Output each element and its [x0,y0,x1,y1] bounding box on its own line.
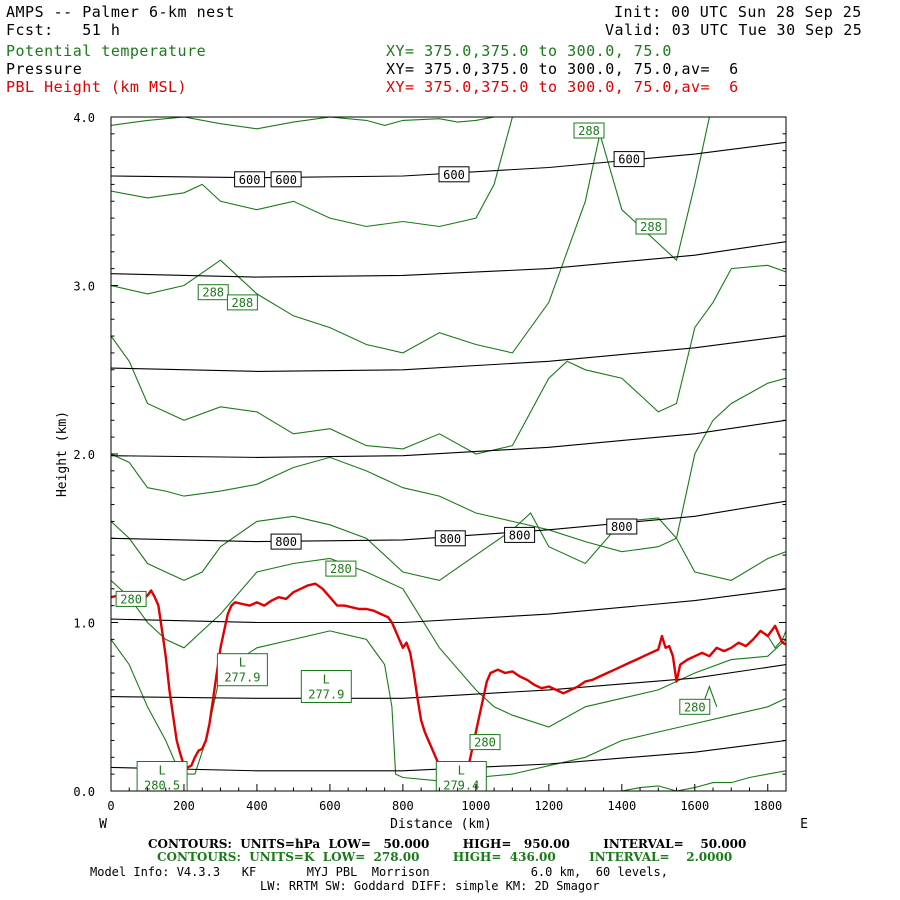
pressure-label-600-1: 600 [275,173,297,187]
theta-contour-0 [111,117,506,130]
theta-label-5: 280 [120,592,142,606]
theta-label-0-box [573,122,605,139]
pressure-label-600-0: 600 [239,173,261,187]
pressure-label-600-1-box [270,171,302,188]
east-label: E [800,817,808,832]
pressure-label-800-3: 800 [611,520,633,534]
theta-label-1: 288 [640,220,662,234]
theta-contour-2 [111,117,710,354]
theta-contour-10 [621,770,786,791]
pressure-label-800-2: 800 [509,528,531,542]
footer-theta-contours: CONTOURS: UNITS=K LOW= 278.00 HIGH= 436.… [157,850,733,864]
pressure-label-800-1: 800 [439,532,461,546]
low-label-1-box [300,670,352,703]
theta-label-3: 288 [232,296,254,310]
legend-pbl-name: PBL Height (km MSL) [6,78,188,96]
theta-label-2: 288 [202,286,224,300]
pressure-contour-600 [111,141,786,179]
legend-pressure-xy: XY= 375.0,375.0 to 300.0, 75.0,av= 6 [386,60,739,78]
low-label-0-value: 277.9 [224,671,260,685]
pressure-label-600-2: 600 [443,168,465,182]
pressure-label-800-3-box [606,518,638,535]
legend-theta-name: Potential temperature [6,42,207,60]
theta-label-1-box [635,218,667,235]
x-tick-label-400: 400 [246,799,268,813]
low-label-3-letter: L [458,764,465,778]
y-tick-label-0.0: 0.0 [73,785,95,799]
init-time: Init: 00 UTC Sun 28 Sep 25 [614,3,862,21]
theta-contour-5 [111,512,786,582]
pressure-label-600-2-box [438,166,470,183]
theta-label-2-box [197,284,229,301]
theta-label-5-box [115,590,147,607]
footer-pressure-contours: CONTOURS: UNITS=hPa LOW= 50.000 HIGH= 95… [148,837,747,851]
x-tick-label-200: 200 [173,799,195,813]
low-label-2-box [136,761,188,791]
pressure-contour-850 [111,588,786,624]
theta-label-7-box [679,698,711,715]
y-tick-label-1.0: 1.0 [73,617,95,631]
theta-contour-6 [111,557,786,728]
y-tick-label-4.0: 4.0 [73,111,95,125]
pressure-label-600-3: 600 [618,153,640,167]
x-tick-label-600: 600 [319,799,341,813]
x-tick-label-1800: 1800 [753,799,782,813]
x-tick-label-1600: 1600 [680,799,709,813]
plot-title: AMPS -- Palmer 6-km nest [6,3,235,21]
low-label-0-box [216,653,268,687]
pressure-contour-700 [111,335,786,372]
forecast-hour: Fcst: 51 h [6,21,121,39]
low-label-3-value: 279.4 [443,779,479,793]
theta-label-7: 280 [684,700,706,714]
pressure-contour-800 [111,500,786,543]
theta-label-4-box [325,560,357,577]
footer-physics: LW: RRTM SW: Goddard DIFF: simple KM: 2D… [260,879,600,893]
x-tick-label-1200: 1200 [534,799,563,813]
theta-contour-4 [111,377,786,553]
pressure-label-800-0: 800 [275,535,297,549]
pressure-label-600-0-box [234,171,266,188]
west-label: W [99,817,107,832]
pressure-label-600-3-box [613,151,645,168]
low-label-2-value: 280.5 [144,779,180,793]
theta-label-6-box [469,734,501,751]
theta-label-6: 280 [474,736,496,750]
low-label-1-letter: L [323,673,330,687]
x-axis-label: Distance (km) [390,817,492,832]
pressure-contour-750 [111,419,786,458]
y-tick-label-3.0: 3.0 [73,280,95,294]
x-tick-label-1400: 1400 [607,799,636,813]
theta-label-0: 288 [578,124,600,138]
legend-pressure-name: Pressure [6,60,83,78]
low-label-1-value: 277.9 [308,688,344,702]
pressure-label-800-1-box [434,530,466,547]
x-tick-label-1000: 1000 [461,799,490,813]
theta-contour-3 [111,264,786,455]
pressure-contour-650 [111,241,786,278]
theta-label-4: 280 [330,562,352,576]
pressure-contour-900 [111,664,786,699]
pbl-height-line [111,582,786,783]
plot-frame [110,116,787,792]
pressure-label-800-0-box [270,533,302,550]
valid-time: Valid: 03 UTC Tue 30 Sep 25 [605,21,863,39]
theta-contour-1 [111,117,513,228]
low-label-0-letter: L [239,656,246,670]
footer-model-info: Model Info: V4.3.3 KF MYJ PBL Morrison 6… [90,865,668,879]
theta-label-3-box [226,294,258,311]
y-tick-label-2.0: 2.0 [73,448,95,462]
legend-pbl-xy: XY= 375.0,375.0 to 300.0, 75.0,av= 6 [386,78,739,96]
legend-theta-xy: XY= 375.0,375.0 to 300.0, 75.0 [386,42,672,60]
x-tick-label-800: 800 [392,799,414,813]
low-label-3-box [435,761,487,791]
low-label-2-letter: L [158,764,165,778]
pressure-label-800-2-box [504,526,536,543]
x-tick-label-0: 0 [107,799,114,813]
y-axis-label: Height (km) [55,411,70,497]
